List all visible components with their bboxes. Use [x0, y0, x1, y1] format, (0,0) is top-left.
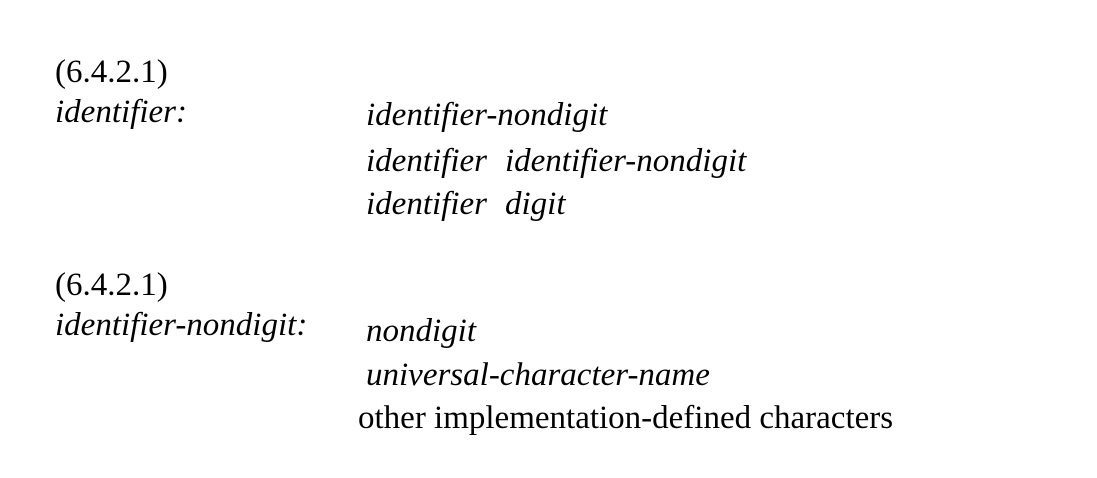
- section-number: (6.4.2.1): [55, 54, 168, 90]
- rule-prose-alternative: other implementation-defined characters: [325, 358, 893, 478]
- symbol: identifier-nondigit: [504, 143, 747, 179]
- rule-identifier-header: (6.4.2.1) identifier:: [22, 12, 187, 172]
- symbol: identifier-nondigit: [366, 97, 608, 133]
- rule-alternative: identifier identifier-nondigit: [333, 101, 746, 221]
- rule-lhs: identifier-nondigit:: [55, 307, 308, 343]
- symbol: nondigit: [366, 313, 477, 349]
- rule-alternative: identifier digit: [333, 144, 566, 264]
- rule-alternative: identifier-nondigit: [333, 55, 607, 175]
- symbol: identifier: [366, 186, 487, 222]
- rule-alternative: nondigit: [333, 271, 476, 391]
- symbol: digit: [504, 186, 566, 222]
- grammar-document: (6.4.2.1) identifier: identifier-nondigi…: [22, 12, 893, 436]
- rule-identifier-nondigit-header: (6.4.2.1) identifier-nondigit:: [22, 225, 307, 385]
- symbol: identifier: [366, 143, 487, 179]
- symbol: universal-character-name: [366, 357, 710, 393]
- rule-lhs: identifier:: [55, 94, 187, 130]
- prose-text: other implementation-defined characters: [358, 400, 894, 436]
- section-number: (6.4.2.1): [55, 267, 168, 303]
- rule-alternative: universal-character-name: [333, 315, 710, 435]
